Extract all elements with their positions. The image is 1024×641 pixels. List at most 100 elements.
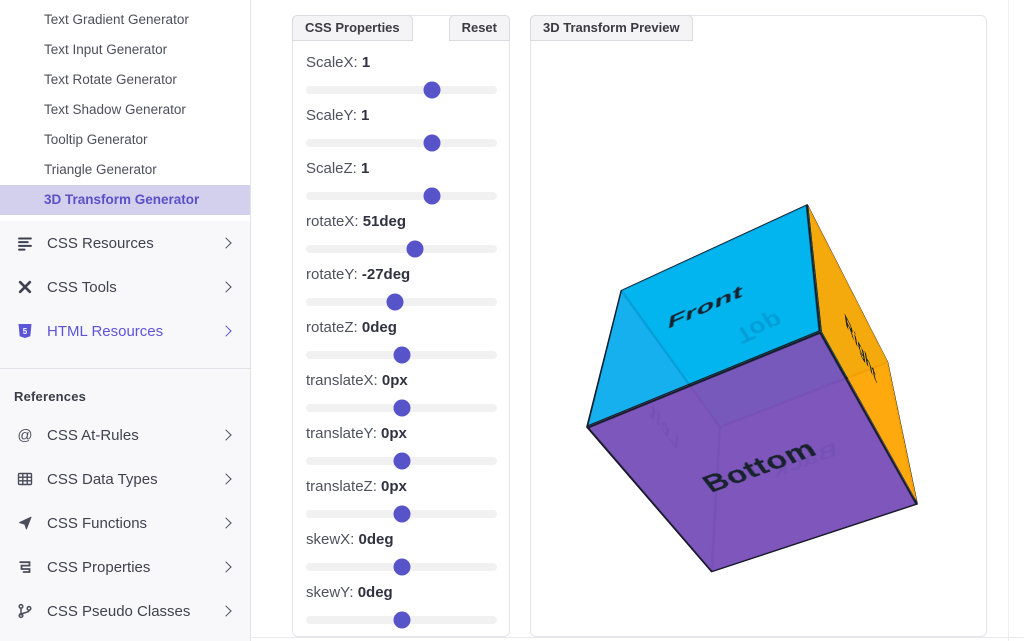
- scaley-slider[interactable]: [306, 134, 497, 152]
- chevron-right-icon: [220, 325, 232, 337]
- preview-tab-label: 3D Transform Preview: [543, 20, 680, 35]
- slider-name: translateZ:: [306, 478, 382, 495]
- html5-icon: 5: [13, 323, 37, 339]
- slider-value: 0px: [381, 372, 408, 389]
- list-icon: [13, 235, 37, 252]
- slider-label: ScaleY: 1: [306, 106, 497, 126]
- scalez-row: ScaleZ: 1: [306, 159, 497, 205]
- slider-value: 1: [361, 107, 370, 124]
- references-heading: References: [14, 389, 87, 404]
- chevron-right-icon: [220, 237, 232, 249]
- sidebar-item-label: CSS Functions: [47, 514, 148, 532]
- slider-name: rotateZ:: [306, 319, 362, 336]
- sidebar-item-label: CSS Resources: [47, 234, 154, 252]
- slider-value: 51deg: [362, 213, 407, 230]
- slider-thumb[interactable]: [393, 452, 410, 470]
- preview-tab: 3D Transform Preview: [530, 15, 693, 41]
- sidebar-item-label: CSS Tools: [47, 278, 117, 296]
- slider-thumb[interactable]: [423, 81, 441, 99]
- slider-thumb[interactable]: [393, 558, 410, 576]
- chevron-right-icon: [220, 281, 232, 293]
- scalex-row: ScaleX: 1: [306, 53, 497, 99]
- slider-thumb[interactable]: [406, 240, 424, 258]
- sidebar-item-label: CSS At-Rules: [47, 426, 139, 444]
- sidebar-item-label: CSS Data Types: [47, 470, 158, 488]
- skewx-slider[interactable]: [306, 558, 497, 576]
- scaley-row: ScaleY: 1: [306, 106, 497, 152]
- slider-name: ScaleY:: [306, 107, 362, 124]
- slider-label: rotateY: -27deg: [306, 265, 497, 285]
- rotatey-row: rotateY: -27deg: [306, 265, 497, 311]
- translatex-slider[interactable]: [306, 399, 497, 417]
- slider-thumb[interactable]: [423, 134, 441, 152]
- sidebar-item-3d-transform-generator[interactable]: 3D Transform Generator: [0, 185, 250, 215]
- scalez-slider[interactable]: [306, 187, 497, 205]
- sidebar-item-triangle-generator[interactable]: Triangle Generator: [44, 162, 157, 177]
- sidebar-item-css-tools[interactable]: CSS Tools: [0, 265, 250, 309]
- sidebar-item-css-pseudo-classes[interactable]: CSS Pseudo Classes: [0, 589, 250, 633]
- chevron-right-icon: [220, 561, 232, 573]
- css-properties-tab-label: CSS Properties: [305, 20, 400, 35]
- slider-label: translateX: 0px: [306, 371, 497, 391]
- slider-value: 0px: [381, 478, 407, 495]
- slider-label: skewX: 0deg: [306, 530, 497, 550]
- scalex-slider[interactable]: [306, 81, 497, 99]
- slider-thumb[interactable]: [393, 611, 410, 629]
- translatez-slider[interactable]: [306, 505, 497, 523]
- sidebar-item-css-at-rules[interactable]: @ CSS At-Rules: [0, 413, 250, 457]
- rotatex-slider[interactable]: [306, 240, 497, 258]
- references-list: @ CSS At-Rules CSS Data Types CSS Functions…: [0, 413, 250, 633]
- chevron-right-icon: [220, 429, 232, 441]
- skewy-row: skewY: 0deg: [306, 583, 497, 629]
- translatey-slider[interactable]: [306, 452, 497, 470]
- translatey-row: translateY: 0px: [306, 424, 497, 470]
- slider-label: translateZ: 0px: [306, 477, 497, 497]
- sidebar-item-label: CSS Pseudo Classes: [47, 602, 191, 620]
- sidebar-item-tooltip-generator[interactable]: Tooltip Generator: [44, 132, 148, 147]
- slider-value: 0px: [381, 425, 407, 442]
- slider-thumb[interactable]: [423, 187, 441, 205]
- translatez-row: translateZ: 0px: [306, 477, 497, 523]
- slider-name: rotateY:: [306, 266, 362, 283]
- slider-name: skewX:: [306, 531, 359, 548]
- skewx-row: skewX: 0deg: [306, 530, 497, 576]
- sidebar-item-css-data-types[interactable]: CSS Data Types: [0, 457, 250, 501]
- sidebar-item-text-shadow-generator[interactable]: Text Shadow Generator: [44, 102, 186, 117]
- sidebar-item-text-rotate-generator[interactable]: Text Rotate Generator: [44, 72, 177, 87]
- sidebar-item-text-input-generator[interactable]: Text Input Generator: [44, 42, 168, 57]
- cube-face-label: Bottom: [696, 434, 822, 498]
- cube-face-label: Right: [843, 309, 878, 389]
- slider-label: skewY: 0deg: [306, 583, 497, 603]
- css-icon: [13, 559, 37, 575]
- sidebar-item-text-gradient-generator[interactable]: Text Gradient Generator: [44, 12, 189, 27]
- preview-panel: 3D Transform Preview FrontBackLeftRightT…: [530, 15, 987, 637]
- slider-thumb[interactable]: [393, 399, 410, 417]
- sidebar-divider: [0, 368, 250, 369]
- chevron-right-icon: [220, 605, 232, 617]
- sidebar-item-css-functions[interactable]: CSS Functions: [0, 501, 250, 545]
- chevron-right-icon: [220, 473, 232, 485]
- slider-value: 1: [361, 160, 370, 177]
- sidebar-item-html-resources[interactable]: 5 HTML Resources: [0, 309, 250, 353]
- slider-label: translateY: 0px: [306, 424, 497, 444]
- sidebar: Text Gradient Generator Text Input Genera…: [0, 0, 251, 641]
- skewy-slider[interactable]: [306, 611, 497, 629]
- slider-name: rotateX:: [306, 213, 363, 230]
- right-gutter-line: [1008, 0, 1009, 641]
- sidebar-item-css-properties[interactable]: CSS Properties: [0, 545, 250, 589]
- css-properties-tab: CSS Properties: [292, 15, 413, 41]
- table-icon: [13, 471, 37, 487]
- svg-text:5: 5: [23, 327, 28, 336]
- rotatez-slider[interactable]: [306, 346, 497, 364]
- cube-face-label: Front: [666, 281, 743, 334]
- rotatey-slider[interactable]: [306, 293, 497, 311]
- rotatez-row: rotateZ: 0deg: [306, 318, 497, 364]
- slider-thumb[interactable]: [386, 293, 404, 311]
- sidebar-item-css-resources[interactable]: CSS Resources: [0, 221, 250, 265]
- slider-thumb[interactable]: [393, 505, 410, 523]
- reset-button[interactable]: Reset: [448, 15, 510, 41]
- slider-thumb[interactable]: [393, 346, 410, 364]
